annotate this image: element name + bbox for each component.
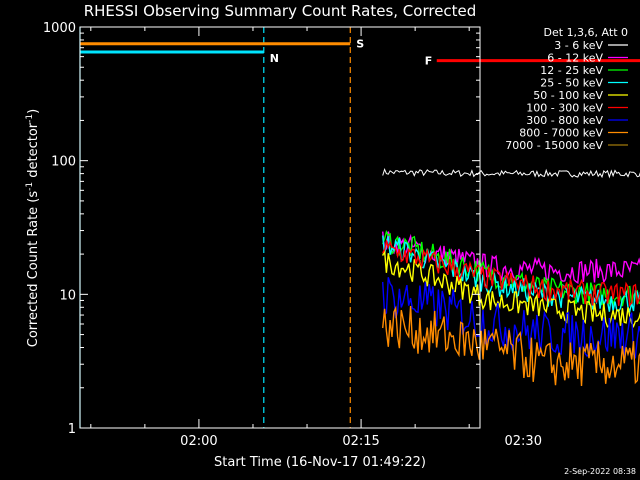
series-line: [382, 229, 640, 308]
x-tick-label: 02:15: [342, 434, 379, 449]
legend-entry-label: 100 - 300 keV: [526, 102, 603, 115]
y-tick-label: 1000: [43, 21, 76, 36]
flag-label: S: [356, 38, 364, 51]
y-tick-label: 100: [51, 155, 76, 170]
series-line: [382, 235, 640, 314]
flag-label: N: [270, 52, 279, 65]
legend-entry-label: 12 - 25 keV: [540, 64, 603, 77]
x-axis-label: Start Time (16-Nov-17 01:49:22): [214, 455, 426, 470]
series-line: [382, 167, 640, 179]
plot-frame: [79, 26, 481, 429]
chart-title: RHESSI Observing Summary Count Rates, Co…: [84, 2, 477, 20]
series-line: [382, 238, 640, 307]
y-tick-label: 1: [68, 422, 76, 437]
legend-entry-label: 6 - 12 keV: [547, 52, 603, 65]
y-axis-label: Corrected Count Rate (s-1 detector-1): [25, 109, 41, 347]
series-line: [382, 250, 640, 329]
series-line: [382, 231, 640, 285]
legend-entry-label: 3 - 6 keV: [554, 39, 603, 52]
y-axis-label-exp1: -1: [25, 182, 35, 191]
legend-entry-label: 800 - 7000 keV: [519, 127, 603, 140]
x-tick-label: 02:00: [180, 434, 217, 449]
series-line: [382, 305, 640, 387]
y-axis-label-main: Corrected Count Rate (s: [26, 191, 41, 348]
y-tick-label: 10: [59, 288, 76, 303]
legend-entry-label: 25 - 50 keV: [540, 77, 603, 90]
y-axis-label-end: ): [26, 109, 41, 114]
legend-entry-label: 50 - 100 keV: [533, 89, 603, 102]
y-axis-label-mid: detector: [26, 122, 41, 182]
legend-entry-label: 300 - 800 keV: [526, 114, 603, 127]
legend-title: Det 1,3,6, Att 0: [544, 26, 628, 39]
x-tick-label: 02:30: [505, 434, 542, 449]
date-stamp: 2-Sep-2022 08:38: [564, 467, 636, 476]
legend-entry-label: 7000 - 15000 keV: [505, 139, 603, 152]
series-line: [382, 277, 640, 360]
flag-label: F: [425, 55, 433, 68]
y-axis-label-exp2: -1: [25, 114, 35, 123]
